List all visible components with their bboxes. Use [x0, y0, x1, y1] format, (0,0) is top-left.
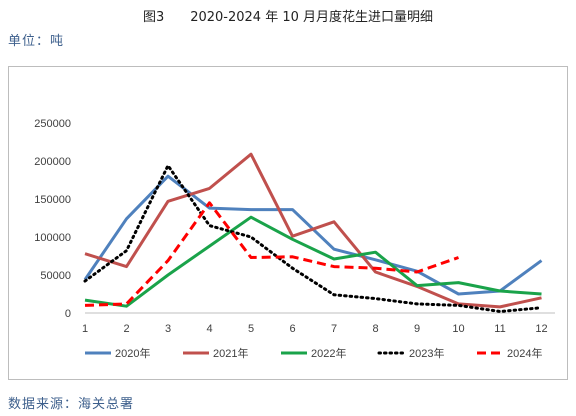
legend-label: 2024年 — [507, 346, 542, 360]
x-tick-label: 12 — [535, 323, 547, 335]
y-tick-label: 250000 — [34, 118, 71, 130]
legend-label: 2023年 — [409, 346, 444, 360]
legend-label: 2022年 — [311, 346, 346, 360]
x-tick-label: 6 — [289, 323, 295, 335]
series-line — [84, 215, 542, 308]
x-tick-label: 8 — [372, 323, 378, 335]
x-tick-label: 4 — [206, 323, 212, 335]
x-tick-label: 7 — [331, 323, 337, 335]
x-tick-label: 9 — [414, 323, 420, 335]
y-tick-label: 0 — [65, 308, 71, 320]
x-tick-label: 5 — [248, 323, 254, 335]
y-tick-labels: 0 50000 100000 150000 200000 250000 — [34, 118, 71, 320]
y-tick-label: 50000 — [40, 270, 71, 282]
series-lines — [83, 152, 543, 313]
legend: 2020年 2021年 2022年 2023年 2024年 — [85, 346, 542, 360]
series-line — [83, 164, 543, 313]
legend-label: 2021年 — [213, 346, 248, 360]
x-tick-label: 2 — [123, 323, 129, 335]
x-tick-label: 3 — [165, 323, 171, 335]
y-tick-label: 100000 — [34, 232, 71, 244]
source-label: 数据来源：海关总署 — [8, 397, 135, 412]
figure-title: 图3 2020-2024 年 10 月月度花生进口量明细 — [142, 10, 434, 25]
y-tick-label: 200000 — [34, 156, 71, 168]
legend-label: 2020年 — [115, 346, 150, 360]
series-line — [84, 152, 542, 309]
x-tick-labels: 1 2 3 4 5 6 7 8 9 10 11 12 — [82, 323, 548, 335]
x-tick-label: 10 — [452, 323, 464, 335]
series-line — [84, 201, 459, 307]
x-tick-label: 11 — [494, 323, 505, 335]
unit-label: 单位：吨 — [8, 34, 65, 49]
x-tick-label: 1 — [82, 323, 88, 335]
y-tick-label: 150000 — [34, 194, 71, 206]
